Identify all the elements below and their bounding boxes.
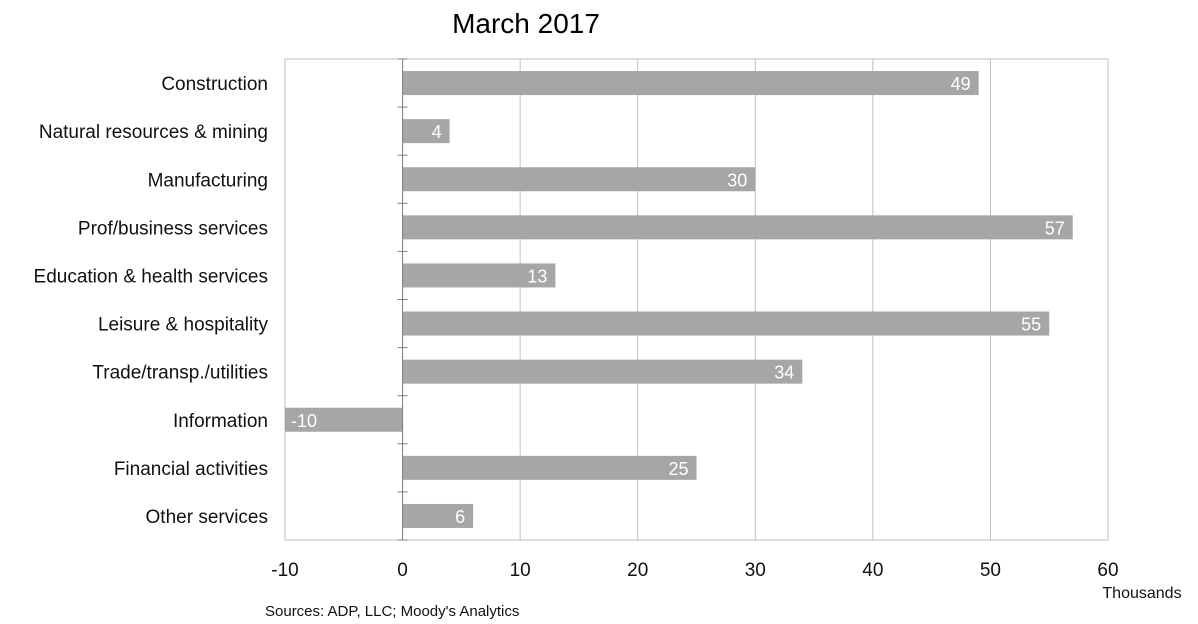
bar-0	[402, 71, 979, 96]
data-label-7: -10	[291, 411, 317, 431]
x-tick-label-4: 30	[745, 560, 766, 581]
x-tick-labels: -10 0 10 20 30 40 50 60	[271, 560, 1118, 581]
x-tick-label-3: 20	[627, 560, 648, 581]
bar-8	[402, 455, 697, 480]
category-label-9: Other services	[146, 507, 268, 528]
category-label-2: Manufacturing	[148, 170, 268, 191]
data-label-5: 55	[1021, 315, 1041, 335]
x-tick-label-7: 60	[1097, 560, 1118, 581]
category-label-1: Natural resources & mining	[39, 122, 268, 143]
bar-6	[402, 359, 803, 384]
data-label-2: 30	[727, 170, 747, 190]
data-labels: 49 4 30 57 13 55 34 -10 25 6	[291, 74, 1065, 527]
category-label-0: Construction	[161, 74, 268, 95]
data-label-8: 25	[668, 459, 688, 479]
data-label-9: 6	[455, 507, 465, 527]
category-labels: Construction Natural resources & mining Ma…	[34, 74, 269, 528]
data-label-0: 49	[951, 74, 971, 94]
x-tick-label-5: 40	[862, 560, 883, 581]
category-axis	[397, 58, 408, 541]
data-label-1: 4	[432, 122, 442, 142]
category-label-7: Information	[173, 411, 268, 432]
data-label-4: 13	[527, 266, 547, 286]
bar-4	[402, 263, 556, 288]
bar-7	[285, 407, 403, 432]
x-tick-label-0: -10	[271, 560, 298, 581]
bar-2	[402, 167, 756, 192]
data-label-3: 57	[1045, 218, 1065, 238]
bar-5	[402, 311, 1050, 336]
category-label-5: Leisure & hospitality	[98, 315, 269, 336]
data-label-6: 34	[774, 363, 794, 383]
category-label-8: Financial activities	[114, 459, 268, 480]
x-tick-label-1: 0	[397, 560, 408, 581]
category-label-6: Trade/transp./utilities	[92, 363, 268, 384]
x-axis-unit-label: Thousands	[1102, 585, 1181, 602]
bar-9	[402, 503, 474, 528]
category-label-4: Education & health services	[34, 266, 268, 287]
chart-title: March 2017	[452, 8, 600, 39]
x-tick-label-2: 10	[510, 560, 531, 581]
bar-1	[402, 119, 450, 144]
bars	[285, 71, 1073, 528]
bar-3	[402, 215, 1073, 240]
source-note: Sources: ADP, LLC; Moody's Analytics	[265, 603, 519, 620]
category-label-3: Prof/business services	[78, 218, 268, 239]
x-tick-label-6: 50	[980, 560, 1001, 581]
